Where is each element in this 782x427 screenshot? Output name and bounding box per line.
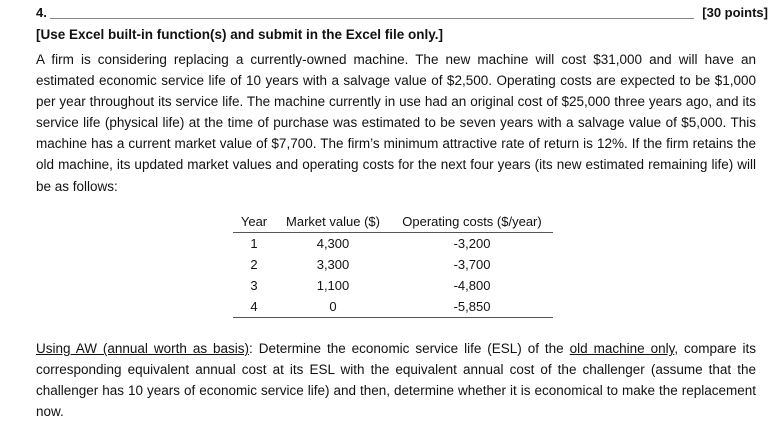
machine-data-table: Year Market value ($) Operating costs ($… <box>233 213 553 318</box>
cell-operating-cost: -5,850 <box>391 296 553 318</box>
cell-year: 3 <box>250 278 258 293</box>
cell-market-value: 0 <box>275 296 391 318</box>
question-text-part-2: , compare its corresponding equivalent a… <box>36 341 756 420</box>
table-row: 4 0 -5,850 <box>233 296 553 318</box>
cell-year: 2 <box>250 257 258 272</box>
column-header-operating-costs: Operating costs ($/year) <box>391 213 553 233</box>
cell-market-value: 3,300 <box>316 257 350 272</box>
question-header: 4. [30 points] <box>36 5 768 21</box>
cell-operating-cost: -4,800 <box>453 278 491 293</box>
header-divider <box>50 18 694 19</box>
cell-operating-cost: -3,200 <box>453 236 491 251</box>
old-machine-only-text: old machine only <box>569 341 675 356</box>
problem-paragraph: A firm is considering replacing a curren… <box>36 52 756 194</box>
points-label: [30 points] <box>702 5 768 20</box>
column-header-market-value: Market value ($) <box>275 213 391 233</box>
question-text-part-1: : Determine the economic service life (E… <box>249 341 570 356</box>
instruction-text: [Use Excel built-in function(s) and subm… <box>36 27 444 42</box>
cell-year: 1 <box>250 236 258 251</box>
aw-basis-text: Using AW (annual worth as basis) <box>36 341 250 356</box>
cell-operating-cost: -3,700 <box>453 257 491 272</box>
cell-market-value: 4,300 <box>316 236 350 251</box>
cell-year: 4 <box>233 296 275 318</box>
cell-market-value: 1,100 <box>316 278 350 293</box>
table-row: 2 3,300 -3,700 <box>233 254 553 275</box>
table-row: 1 4,300 -3,200 <box>233 233 553 255</box>
question-paragraph: Using AW (annual worth as basis): Determ… <box>36 338 756 422</box>
column-header-year: Year <box>233 213 275 233</box>
question-number: 4. <box>36 5 47 20</box>
table-header-row: Year Market value ($) Operating costs ($… <box>233 213 553 233</box>
table-row: 3 1,100 -4,800 <box>233 275 553 296</box>
